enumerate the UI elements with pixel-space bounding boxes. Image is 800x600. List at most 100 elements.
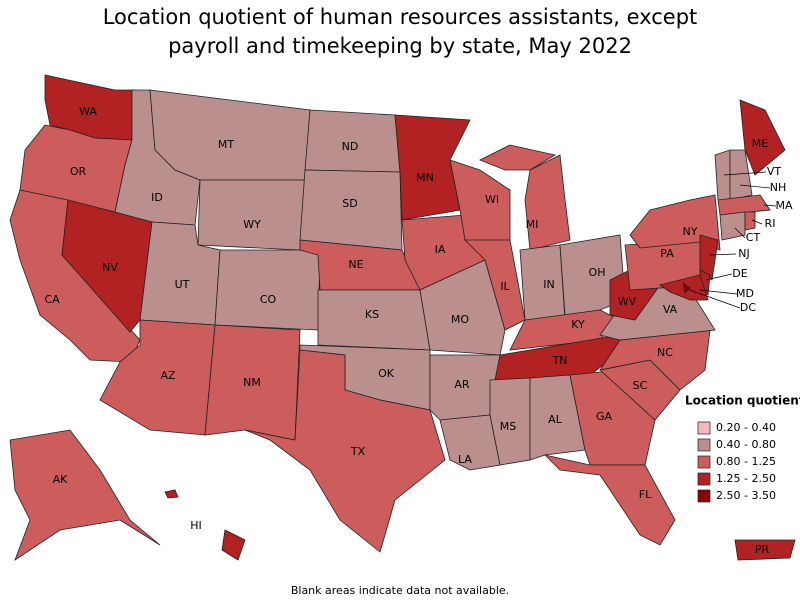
state-label: HI bbox=[190, 519, 202, 532]
state-shape bbox=[464, 239, 526, 331]
footnote: Blank areas indicate data not available. bbox=[291, 584, 509, 597]
state-label: VA bbox=[663, 303, 678, 316]
state-label: WI bbox=[485, 193, 499, 206]
state-label: MA bbox=[775, 199, 792, 212]
state-label: RI bbox=[765, 217, 776, 230]
leader-line bbox=[734, 227, 746, 239]
state-label: LA bbox=[458, 453, 472, 466]
state-label: GA bbox=[596, 410, 613, 423]
state-label: NH bbox=[770, 181, 787, 194]
state-shape bbox=[524, 154, 571, 251]
state-label: CT bbox=[746, 231, 761, 244]
state-label: DC bbox=[740, 301, 756, 314]
leader-line bbox=[705, 273, 733, 281]
state-label: PA bbox=[660, 247, 674, 260]
state-label: CA bbox=[44, 293, 60, 306]
state-label: NV bbox=[102, 261, 118, 274]
legend-title: Location quotient bbox=[685, 394, 800, 408]
legend-swatch bbox=[697, 489, 711, 503]
state-shape bbox=[489, 377, 531, 466]
state-label: MN bbox=[416, 171, 434, 184]
state-label: ND bbox=[342, 140, 359, 153]
leader-line bbox=[699, 289, 738, 295]
state-label: WA bbox=[79, 105, 97, 118]
state-label: AR bbox=[454, 378, 470, 391]
state-label: DE bbox=[732, 267, 747, 280]
state-label: NY bbox=[683, 225, 698, 238]
state-label: OH bbox=[589, 266, 606, 279]
state-shape bbox=[244, 349, 446, 553]
state-shape bbox=[629, 194, 721, 251]
leader-line bbox=[739, 184, 771, 189]
legend-label: 1.25 - 2.50 bbox=[716, 472, 776, 485]
state-shape bbox=[214, 249, 321, 331]
state-label: KY bbox=[571, 318, 585, 331]
state-shape bbox=[739, 99, 786, 176]
state-label: TX bbox=[350, 445, 366, 458]
state-shape bbox=[164, 489, 179, 499]
state-shape bbox=[744, 211, 756, 231]
state-label: KS bbox=[365, 308, 379, 321]
legend-label: 0.80 - 1.25 bbox=[716, 455, 776, 468]
state-label: MS bbox=[500, 420, 516, 433]
state-label: NC bbox=[657, 346, 673, 359]
state-label: IL bbox=[500, 280, 510, 293]
legend-swatch bbox=[697, 472, 711, 486]
state-label: UT bbox=[175, 278, 190, 291]
state-label: MT bbox=[218, 138, 234, 151]
state-label: NE bbox=[348, 258, 363, 271]
legend-label: 0.40 - 0.80 bbox=[716, 438, 776, 451]
state-label: ME bbox=[752, 137, 768, 150]
state-shape bbox=[543, 454, 676, 546]
state-shape bbox=[734, 539, 796, 561]
leader-line bbox=[723, 171, 767, 176]
state-shape bbox=[529, 374, 586, 461]
legend-swatch bbox=[697, 421, 711, 435]
state-label: PR bbox=[755, 543, 770, 556]
leader-line bbox=[751, 219, 763, 225]
state-label: FL bbox=[639, 488, 652, 501]
state-shape bbox=[197, 179, 306, 251]
legend-label: 2.50 - 3.50 bbox=[716, 489, 776, 502]
state-shape bbox=[699, 234, 719, 281]
state-label: IA bbox=[435, 243, 446, 256]
state-label: MO bbox=[451, 313, 469, 326]
state-label: TN bbox=[552, 354, 568, 367]
legend-swatch bbox=[697, 438, 711, 452]
state-label: IN bbox=[543, 278, 554, 291]
state-shape bbox=[717, 194, 771, 216]
leader-line bbox=[763, 204, 777, 207]
state-shape bbox=[729, 149, 753, 201]
chart-title: payroll and timekeeping by state, May 20… bbox=[168, 34, 632, 58]
state-label: ID bbox=[151, 191, 163, 204]
state-shape bbox=[221, 529, 246, 561]
state-label: OK bbox=[378, 367, 395, 380]
state-label: AZ bbox=[160, 369, 176, 382]
state-shape bbox=[299, 169, 403, 251]
state-label: SC bbox=[633, 379, 648, 392]
state-label: VT bbox=[767, 165, 782, 178]
state-label: NM bbox=[243, 376, 261, 389]
state-label: WY bbox=[243, 218, 261, 231]
state-shape bbox=[479, 144, 557, 171]
state-shape bbox=[149, 89, 311, 181]
leader-line bbox=[709, 253, 737, 256]
legend-swatch bbox=[697, 455, 711, 469]
state-label: CO bbox=[260, 293, 277, 306]
state-shape bbox=[719, 211, 746, 241]
state-label: MI bbox=[526, 218, 539, 231]
state-shape bbox=[682, 282, 691, 294]
state-label: WV bbox=[618, 295, 637, 308]
chart-title: Location quotient of human resources ass… bbox=[103, 5, 698, 29]
state-label: OR bbox=[70, 165, 87, 178]
state-shape bbox=[419, 259, 506, 356]
state-label: SD bbox=[342, 197, 357, 210]
state-label: AK bbox=[53, 473, 69, 486]
state-shape bbox=[9, 429, 161, 562]
legend-label: 0.20 - 0.40 bbox=[716, 421, 776, 434]
leader-line bbox=[686, 288, 741, 309]
state-label: NJ bbox=[738, 247, 749, 260]
state-label: AL bbox=[548, 413, 563, 426]
